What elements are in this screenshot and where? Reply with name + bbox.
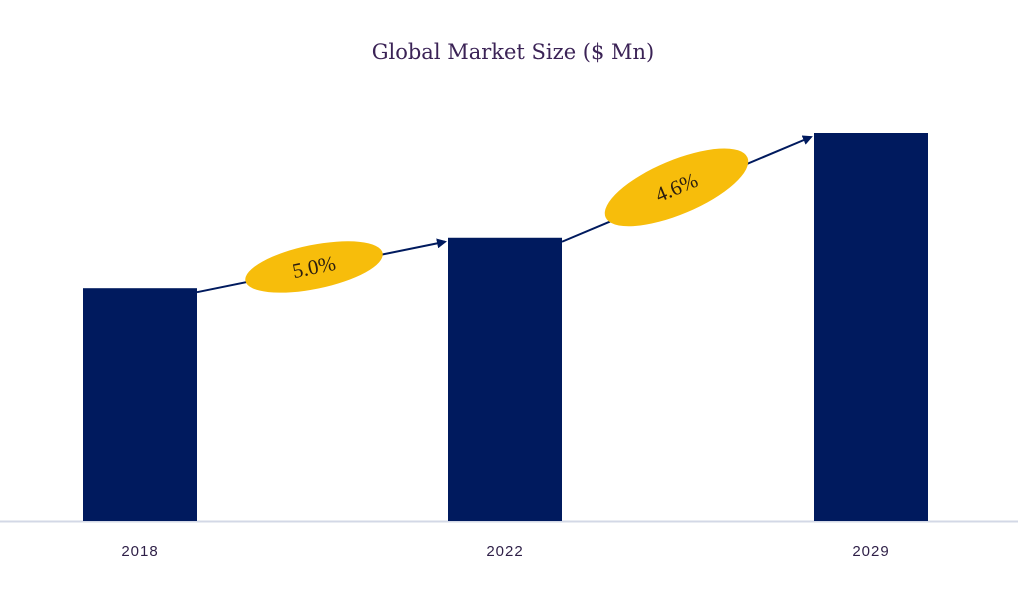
cagr-badge: 5.0%: [245, 241, 383, 293]
cagr-badge: 4.6%: [604, 148, 749, 227]
x-tick-label: 2029: [852, 543, 889, 560]
x-tick-label: 2018: [121, 543, 158, 560]
bar-2022: [448, 237, 562, 521]
cagr-ellipse: [604, 148, 749, 227]
bar-2018: [83, 288, 197, 521]
chart-title: Global Market Size ($ Mn): [372, 40, 655, 64]
cagr-ellipse: [245, 241, 383, 293]
bar-2029: [814, 133, 928, 521]
x-tick-label: 2022: [486, 543, 523, 560]
